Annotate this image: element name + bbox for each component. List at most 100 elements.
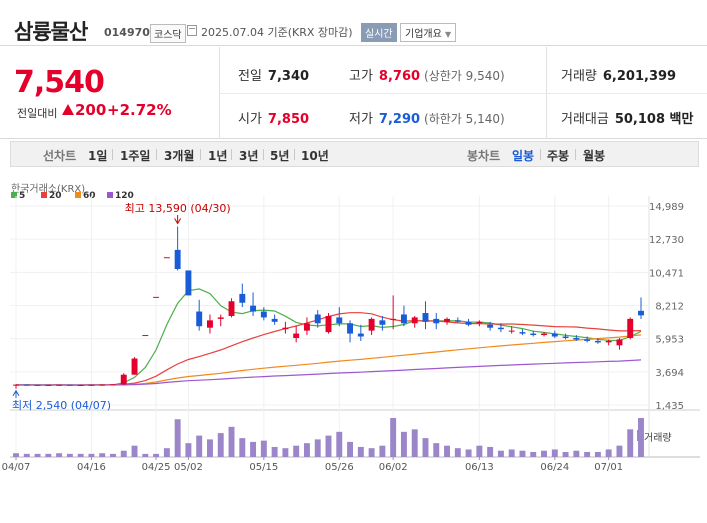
ma120-line [16, 359, 642, 386]
volume-bar [45, 453, 52, 457]
up-triangle-icon [62, 104, 74, 115]
period-10y[interactable]: 10년 [301, 149, 329, 163]
period-3m[interactable]: 3개월 [164, 149, 195, 163]
x-tick-label: 04/25 [142, 462, 171, 473]
candle-chart-label: 봉차트 [467, 149, 501, 163]
volume-bar [66, 453, 73, 457]
volume-bar [497, 450, 504, 457]
candle-body [271, 318, 278, 322]
x-tick-label: 05/02 [174, 462, 203, 473]
period-5y[interactable]: 5년 [270, 149, 290, 163]
period-1w[interactable]: 1주일 [120, 149, 151, 163]
volume-bar [411, 429, 418, 457]
candle-body [228, 301, 235, 316]
candle-body [303, 323, 310, 331]
volume-bar [594, 451, 601, 457]
volume-bar [142, 453, 149, 457]
stock-code: 014970 [104, 26, 150, 39]
candle-body [444, 318, 450, 322]
volume-label: 거래량 [644, 432, 672, 444]
period-1d[interactable]: 1일 [88, 149, 108, 163]
quote-panel: 7,540 전일대비 200 +2.72% 전일 7,340 고가 8,760 (상한… [0, 47, 707, 139]
legend-ma20: 20 [41, 191, 62, 201]
candle-body [131, 358, 138, 375]
candle-body [368, 318, 375, 331]
volume-bar [444, 445, 450, 457]
candle-body [562, 336, 569, 338]
volume-bar [131, 445, 138, 457]
volume-bar [293, 445, 300, 457]
line-chart-label: 선차트 [43, 149, 77, 163]
legend-ma60: 60 [75, 191, 96, 201]
period-3y[interactable]: 3년 [239, 149, 259, 163]
volume-bar [551, 449, 558, 457]
max-arrow-icon [174, 218, 182, 225]
volume-bar [530, 451, 537, 457]
volume-bar [13, 453, 19, 457]
candle-body [142, 335, 149, 337]
candle-body [627, 318, 634, 338]
y-tick-label: 8,212 [655, 302, 684, 313]
volume-bar [77, 453, 84, 457]
volume: 거래량 6,201,399 [561, 69, 677, 84]
volume-bar [88, 453, 95, 457]
volume-bar [336, 431, 343, 457]
candle-body [584, 339, 591, 341]
candle-body [400, 314, 407, 324]
volume-bar [541, 450, 547, 457]
data-source: 한국거래소(KRX) [11, 184, 86, 195]
legend-ma120: 120 [107, 191, 134, 201]
candle-body [422, 313, 429, 322]
candle-body [88, 384, 95, 386]
period-1y[interactable]: 1년 [208, 149, 228, 163]
candle-monthly[interactable]: 월봉 [583, 149, 606, 163]
candle-body [638, 310, 644, 316]
candle-body [99, 384, 106, 386]
volume-bar [271, 446, 278, 457]
candle-body [66, 384, 73, 386]
candle-body [217, 317, 224, 319]
volume-bar [379, 445, 386, 457]
company-overview-dropdown[interactable]: 기업개요 ▼ [400, 23, 457, 42]
volume-bar [508, 449, 515, 457]
candle-body [196, 311, 203, 327]
candle-body [260, 311, 267, 318]
company-name: 삼륭물산 [14, 20, 88, 44]
volume-bar [465, 449, 472, 457]
volume-bar [163, 448, 170, 457]
volume-bar [562, 451, 569, 457]
candle-body [454, 320, 461, 322]
quote-date: 2025.07.04 기준(KRX 장마감) [201, 26, 353, 39]
volume-bar [99, 453, 106, 457]
y-tick-label: 5,953 [655, 335, 684, 346]
volume-bar [174, 419, 181, 457]
volume-bar [303, 443, 310, 457]
x-tick-label: 04/07 [2, 462, 31, 473]
candle-body [13, 384, 19, 386]
volume-bar [314, 439, 321, 457]
candle-body [120, 374, 127, 385]
candle-body [551, 333, 558, 337]
volume-bar [519, 450, 526, 457]
x-tick-label: 06/24 [540, 462, 569, 473]
volume-bar [433, 443, 440, 457]
candle-daily[interactable]: 일봉 [512, 149, 535, 163]
volume-bar [422, 438, 429, 457]
legend-ma5: 5 [11, 191, 25, 201]
candle-body [153, 296, 160, 298]
candle-weekly[interactable]: 주봉 [547, 149, 570, 163]
candle-body [163, 257, 170, 259]
candle-body [347, 323, 354, 334]
candle-body [433, 318, 440, 324]
candle-body [411, 317, 418, 324]
candle-body [110, 384, 116, 386]
volume-bar [282, 448, 289, 457]
candle-body [207, 320, 213, 328]
candle-body [23, 384, 30, 386]
realtime-button[interactable]: 실시간 [361, 23, 397, 42]
candle-body [185, 270, 192, 296]
candle-body [45, 384, 52, 386]
candle-body [56, 384, 63, 386]
change-label: 전일대비 [17, 107, 58, 120]
candle-body [239, 293, 246, 303]
